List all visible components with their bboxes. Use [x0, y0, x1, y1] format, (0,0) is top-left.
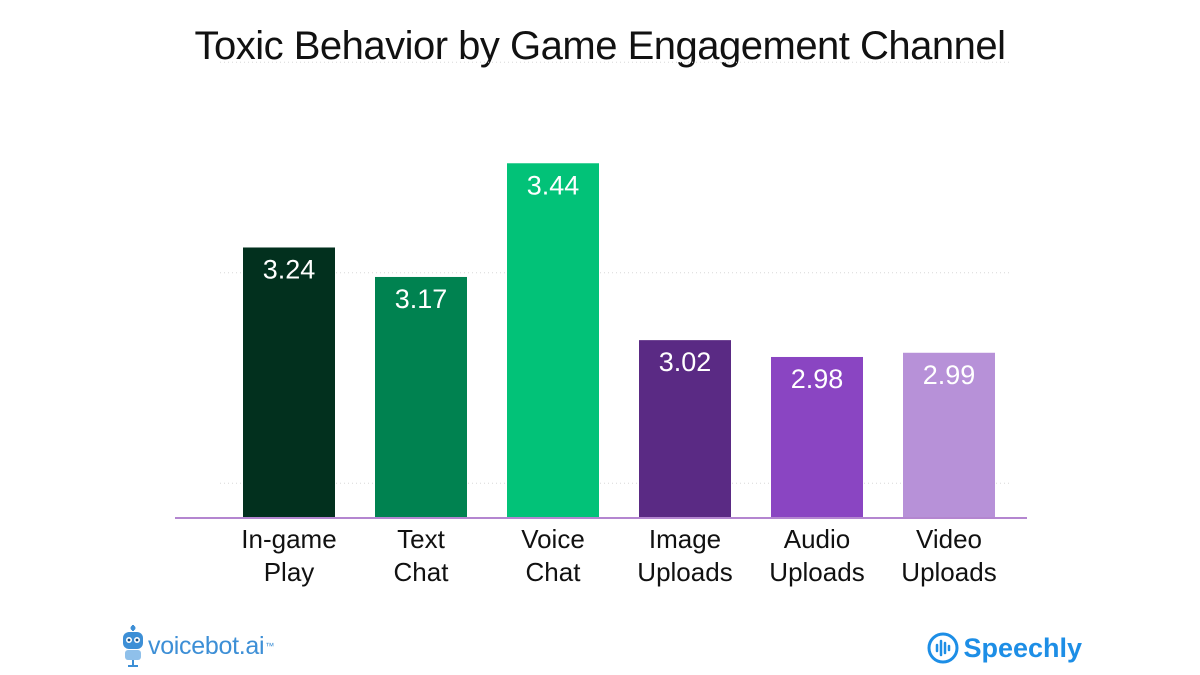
category-label-3-line-1: Uploads [637, 557, 732, 587]
bar-value-label-3: 3.02 [659, 347, 712, 377]
category-label-3-line-0: Image [649, 524, 721, 554]
bar-value-label-1: 3.17 [395, 284, 448, 314]
bar-1 [375, 276, 467, 517]
bar-2 [507, 163, 599, 517]
bar-4 [771, 356, 863, 517]
speechly-icon [927, 632, 959, 664]
speechly-logo-text: Speechly [963, 632, 1082, 663]
bar-0 [243, 247, 335, 517]
category-label-2-line-0: Voice [521, 524, 585, 554]
category-label-1-line-1: Chat [394, 557, 450, 587]
category-label-0-line-0: In-game [241, 524, 336, 554]
bar-5 [903, 352, 995, 517]
category-label-1-line-0: Text [397, 524, 445, 554]
bar-value-label-0: 3.24 [263, 254, 316, 284]
bar-value-label-5: 2.99 [923, 360, 976, 390]
bar-value-label-4: 2.98 [791, 364, 844, 394]
bar-3 [639, 340, 731, 517]
category-label-0-line-1: Play [264, 557, 315, 587]
voicebot-logo: voicebot.ai ™ [118, 624, 274, 668]
voicebot-logo-text: voicebot.ai [148, 631, 265, 660]
category-label-4-line-0: Audio [784, 524, 851, 554]
category-label-5-line-0: Video [916, 524, 982, 554]
chart-title: Toxic Behavior by Game Engagement Channe… [194, 24, 1006, 68]
category-label-2-line-1: Chat [526, 557, 582, 587]
speechly-logo: Speechly [927, 628, 1082, 668]
trademark-mark: ™ [265, 641, 275, 651]
bar-value-label-2: 3.44 [527, 170, 580, 200]
category-label-4-line-1: Uploads [769, 557, 864, 587]
category-label-5-line-1: Uploads [901, 557, 996, 587]
robot-icon [123, 625, 143, 667]
